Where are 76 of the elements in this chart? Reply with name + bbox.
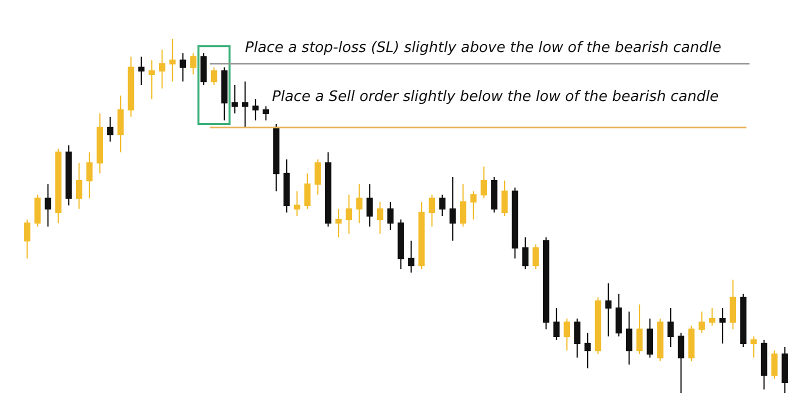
candlestick bbox=[66, 144, 72, 206]
candlestick bbox=[148, 60, 155, 100]
ref-line-label: Place a stop-loss (SL) slightly above the low of the bearish candle bbox=[245, 40, 722, 56]
candlestick bbox=[232, 84, 238, 114]
candlestick bbox=[740, 293, 746, 348]
candlestick bbox=[605, 282, 612, 337]
candlestick bbox=[356, 184, 362, 224]
candlestick bbox=[398, 218, 404, 270]
candlestick bbox=[460, 184, 466, 228]
candlestick bbox=[542, 236, 550, 330]
candlestick bbox=[750, 336, 757, 358]
candlestick bbox=[428, 194, 436, 228]
candlestick bbox=[709, 307, 716, 326]
candlestick bbox=[439, 194, 446, 217]
candlestick bbox=[128, 56, 134, 118]
candlestick bbox=[512, 187, 518, 260]
candlestick bbox=[138, 56, 144, 86]
candlestick bbox=[450, 176, 456, 242]
candlestick bbox=[86, 152, 93, 199]
candlestick bbox=[262, 106, 270, 122]
candlestick bbox=[574, 318, 580, 358]
candlestick bbox=[169, 39, 176, 82]
candlestick bbox=[532, 244, 539, 270]
candlestick bbox=[626, 310, 632, 366]
candlestick bbox=[501, 180, 508, 217]
candlestick bbox=[491, 176, 498, 214]
candlestick bbox=[34, 194, 41, 228]
candlestick bbox=[346, 194, 352, 234]
candlestick bbox=[636, 304, 643, 355]
candlestick bbox=[325, 152, 332, 228]
candlestick bbox=[24, 218, 30, 260]
candlestick bbox=[304, 172, 311, 210]
candlestick bbox=[522, 236, 528, 270]
candlestick bbox=[252, 98, 259, 122]
ref-line-label: Place a Sell order slightly below the low of the bearish candle bbox=[272, 89, 719, 105]
candlestick bbox=[294, 190, 300, 217]
candlestick bbox=[668, 307, 674, 348]
candlestick bbox=[96, 112, 103, 174]
candlestick bbox=[646, 318, 654, 358]
candlestick bbox=[418, 201, 425, 270]
candlestick bbox=[117, 95, 124, 153]
candlestick bbox=[44, 184, 52, 228]
candlestick bbox=[564, 318, 570, 352]
candlestick bbox=[760, 339, 768, 390]
candlestick bbox=[180, 52, 186, 82]
candlestick bbox=[594, 296, 602, 355]
candlestick bbox=[314, 158, 321, 196]
candlestick bbox=[771, 350, 778, 380]
candlestick bbox=[657, 318, 664, 362]
candlestick bbox=[221, 66, 228, 122]
candlestick bbox=[408, 240, 414, 274]
candlestick bbox=[584, 332, 591, 369]
candlestick bbox=[76, 162, 82, 210]
candlestick bbox=[335, 208, 342, 238]
candlestick bbox=[730, 279, 736, 330]
candlestick bbox=[55, 148, 62, 224]
candlestick bbox=[387, 201, 394, 231]
candlestick bbox=[242, 80, 248, 128]
candlestick bbox=[678, 332, 684, 393]
candlestick bbox=[376, 201, 384, 234]
candlestick bbox=[210, 66, 218, 86]
candlestick bbox=[107, 116, 114, 142]
candlestick bbox=[616, 293, 622, 337]
candlestick bbox=[688, 325, 695, 362]
candlestick bbox=[470, 190, 477, 220]
candlestick bbox=[480, 166, 487, 199]
candlestick bbox=[698, 310, 705, 334]
candlestick bbox=[200, 52, 207, 86]
candlestick bbox=[366, 184, 373, 228]
candlestick bbox=[782, 346, 788, 393]
candlestick bbox=[719, 307, 726, 344]
candlestick bbox=[553, 307, 560, 340]
candlestick bbox=[284, 158, 290, 214]
candlestick bbox=[190, 52, 196, 75]
candlestick bbox=[273, 123, 280, 192]
candlestick bbox=[158, 49, 166, 90]
